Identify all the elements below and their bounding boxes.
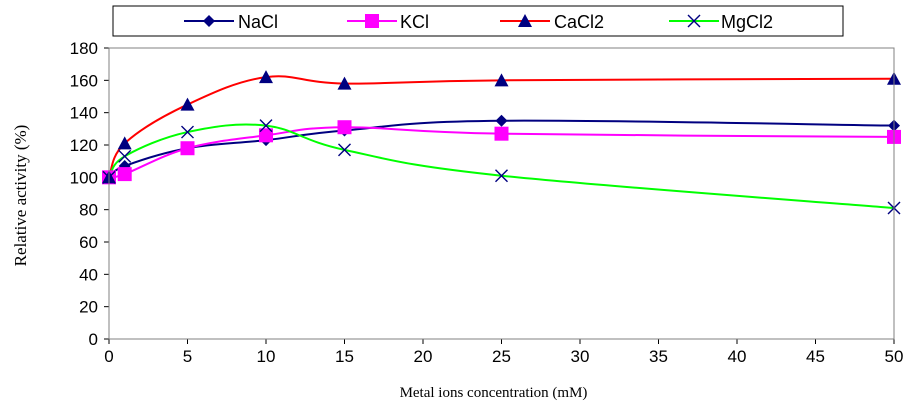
y-axis-label: Relative activity (%) (11, 125, 30, 267)
data-point-cacl2 (494, 73, 509, 87)
y-tick-label: 80 (79, 201, 98, 220)
legend-label-kcl: KCl (400, 12, 429, 32)
legend-label-cacl2: CaCl2 (554, 12, 604, 32)
x-tick-label: 30 (571, 347, 590, 366)
series-line-kcl (108, 126, 895, 179)
x-tick-label: 50 (885, 347, 904, 366)
x-tick-label: 20 (414, 347, 433, 366)
data-point-kcl (494, 126, 509, 141)
x-tick-label: 35 (649, 347, 668, 366)
legend-marker-kcl (365, 14, 379, 28)
x-tick-label: 0 (104, 347, 113, 366)
series-markers-mgcl2 (102, 119, 901, 215)
series-line-cacl2 (108, 75, 895, 178)
legend: NaCl KCl CaCl2 MgCl2 (112, 5, 844, 37)
x-tick-label: 40 (728, 347, 747, 366)
y-tick-label: 180 (70, 39, 98, 58)
x-tick-label: 10 (257, 347, 276, 366)
series-line-nacl (108, 119, 895, 179)
legend-item-cacl2: CaCl2 (500, 12, 604, 32)
data-point-mgcl2 (338, 143, 351, 157)
y-tick-label: 0 (89, 330, 98, 349)
data-point-mgcl2 (259, 119, 273, 133)
legend-label-mgcl2: MgCl2 (721, 12, 773, 32)
data-point-kcl (337, 120, 352, 135)
legend-item-mgcl2: MgCl2 (669, 12, 773, 32)
data-point-cacl2 (180, 97, 195, 111)
data-point-kcl (117, 167, 132, 182)
series-layer (102, 70, 901, 215)
y-tick-label: 100 (70, 168, 98, 187)
data-point-kcl (180, 141, 195, 156)
y-tick-label: 60 (79, 233, 98, 252)
x-axis: 0 5 10 15 20 25 30 35 40 45 50 (104, 338, 904, 366)
data-point-kcl (259, 128, 273, 143)
data-point-nacl (495, 114, 508, 127)
data-point-mgcl2 (181, 125, 194, 139)
series-cacl2 (108, 75, 895, 178)
series-nacl (108, 119, 895, 179)
legend-marker-mgcl2 (687, 14, 701, 28)
series-mgcl2 (108, 123, 895, 210)
legend-box (112, 5, 844, 37)
legend-item-nacl: NaCl (184, 12, 278, 32)
legend-marker-nacl (203, 15, 215, 27)
x-tick-label: 15 (335, 347, 354, 366)
series-line-mgcl2 (108, 123, 895, 210)
plot-frame (108, 47, 895, 340)
y-tick-label: 20 (79, 298, 98, 317)
y-tick-label: 40 (79, 265, 98, 284)
legend-item-kcl: KCl (347, 12, 429, 32)
data-point-cacl2 (259, 70, 273, 84)
data-point-cacl2 (337, 76, 352, 90)
x-axis-label: Metal ions concentration (mM) (400, 385, 588, 401)
x-tick-label: 25 (492, 347, 511, 366)
x-tick-label: 45 (806, 347, 825, 366)
series-kcl (108, 126, 895, 179)
y-axis: 0 20 40 60 80 100 120 140 160 180 (70, 39, 110, 349)
legend-label-nacl: NaCl (238, 12, 278, 32)
x-tick-label: 5 (183, 347, 192, 366)
y-tick-label: 160 (70, 71, 98, 90)
y-tick-label: 120 (70, 136, 98, 155)
data-point-cacl2 (117, 136, 132, 150)
data-point-mgcl2 (118, 149, 132, 163)
legend-marker-cacl2 (518, 14, 532, 27)
data-point-mgcl2 (495, 169, 508, 183)
y-tick-label: 140 (70, 104, 98, 123)
